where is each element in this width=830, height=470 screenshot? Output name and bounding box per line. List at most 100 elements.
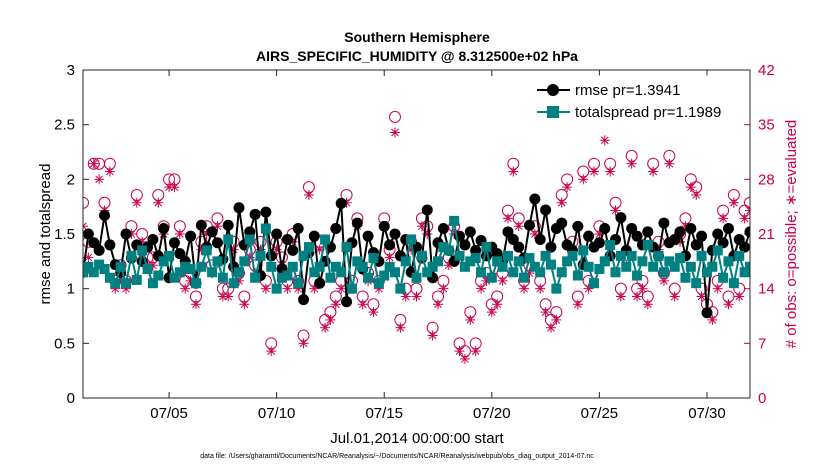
totalspread-point xyxy=(712,245,723,256)
totalspread-point xyxy=(680,272,691,283)
y-tick-label: 1.5 xyxy=(54,226,75,243)
totalspread-point xyxy=(761,260,771,270)
rmse-point xyxy=(814,209,825,220)
obs-evaluated-point xyxy=(696,291,707,302)
totalspread-point xyxy=(815,234,825,244)
obs-evaluated-point xyxy=(734,291,745,302)
obs-evaluated-point xyxy=(551,314,562,325)
totalspread-point xyxy=(454,250,465,261)
obs-evaluated-point xyxy=(626,158,637,169)
totalspread-point xyxy=(217,272,228,283)
totalspread-point xyxy=(330,261,341,272)
x-tick-label: 07/25 xyxy=(581,405,619,422)
rmse-point xyxy=(739,241,750,253)
chart-title: Southern Hemisphere xyxy=(344,29,490,45)
totalspread-point xyxy=(277,272,288,283)
totalspread-point xyxy=(255,250,266,261)
totalspread-point xyxy=(411,272,422,283)
obs-evaluated-point xyxy=(486,307,497,318)
totalspread-point xyxy=(728,278,739,289)
rmse-point xyxy=(206,226,218,238)
obs-evaluated-point xyxy=(605,166,616,177)
obs-evaluated-point xyxy=(476,283,487,294)
totalspread-point xyxy=(497,261,508,272)
totalspread-point xyxy=(540,250,551,261)
totalspread-point xyxy=(201,245,212,256)
totalspread-point xyxy=(685,261,696,272)
rmse-point xyxy=(174,248,186,260)
y2-tick-label: 35 xyxy=(758,117,775,134)
obs-evaluated-point xyxy=(691,189,702,200)
totalspread-point xyxy=(615,250,626,261)
rmse-point xyxy=(556,217,568,229)
totalspread-point xyxy=(545,259,556,270)
plot-frame xyxy=(82,69,751,399)
y-tick-label: 1 xyxy=(67,281,75,298)
totalspread-point xyxy=(626,250,637,261)
rmse-point xyxy=(341,296,353,308)
obs-evaluated-point xyxy=(303,189,314,200)
obs-evaluated-point xyxy=(389,127,400,138)
obs-possible-point xyxy=(388,110,401,123)
obs-evaluated-point xyxy=(820,307,830,317)
totalspread-point xyxy=(320,234,331,245)
rmse-point xyxy=(437,223,449,235)
totalspread-point xyxy=(605,239,616,250)
totalspread-point xyxy=(658,267,669,278)
legend: rmse pr=1.3941 totalspread pr=1.1989 xyxy=(529,75,741,125)
totalspread-point xyxy=(379,270,390,281)
totalspread-point xyxy=(465,256,476,267)
obs-evaluated-point xyxy=(368,307,379,318)
legend-spread-label: totalspread pr=1.1989 xyxy=(575,104,721,121)
totalspread-point xyxy=(357,261,368,272)
obs-evaluated-point xyxy=(556,197,567,208)
totalspread-point xyxy=(826,240,830,250)
totalspread-point xyxy=(228,278,239,289)
totalspread-point xyxy=(443,245,454,256)
obs-evaluated-point xyxy=(217,291,228,302)
obs-evaluated-point xyxy=(815,245,825,255)
obs-evaluated-point xyxy=(190,299,201,310)
obs-possible-point xyxy=(804,291,815,302)
obs-evaluated-point xyxy=(169,182,180,193)
totalspread-point xyxy=(250,272,261,283)
totalspread-point xyxy=(427,261,438,272)
rmse-point xyxy=(298,294,310,306)
obs-evaluated-point xyxy=(266,346,277,357)
obs-evaluated-point xyxy=(223,291,234,302)
rmse-point xyxy=(249,208,261,220)
totalspread-point xyxy=(589,278,600,289)
totalspread-point xyxy=(147,278,158,289)
rmse-point xyxy=(233,202,245,214)
obs-possible-point xyxy=(83,196,89,209)
obs-evaluated-point xyxy=(282,283,293,294)
totalspread-point xyxy=(83,267,88,278)
totalspread-point xyxy=(389,267,400,278)
y-tick-labels: 0 0.5 1 1.5 2 2.5 3 xyxy=(54,62,75,407)
totalspread-point xyxy=(572,270,583,281)
x-tick-label: 07/10 xyxy=(258,405,296,422)
totalspread-point xyxy=(94,259,105,270)
legend-rmse-marker xyxy=(547,84,559,96)
totalspread-point xyxy=(190,278,201,289)
totalspread-point xyxy=(642,239,653,250)
totalspread-point xyxy=(266,261,277,272)
totalspread-point xyxy=(669,261,680,272)
obs-evaluated-point xyxy=(438,283,449,294)
rmse-point xyxy=(93,244,105,256)
rmse-point xyxy=(534,233,546,245)
totalspread-point xyxy=(653,250,664,261)
totalspread-point xyxy=(260,223,271,234)
obs-evaluated-point xyxy=(325,314,336,325)
obs-evaluated-point xyxy=(826,284,830,294)
totalspread-point xyxy=(158,256,169,267)
rmse-point xyxy=(685,223,697,235)
totalspread-point xyxy=(820,251,830,261)
totalspread-point xyxy=(675,253,686,264)
y-tick-label: 0.5 xyxy=(54,335,75,352)
y2-tick-label: 14 xyxy=(758,281,775,298)
totalspread-point xyxy=(707,261,718,272)
totalspread-point xyxy=(438,242,449,253)
totalspread-point xyxy=(583,261,594,272)
totalspread-point xyxy=(476,267,487,278)
